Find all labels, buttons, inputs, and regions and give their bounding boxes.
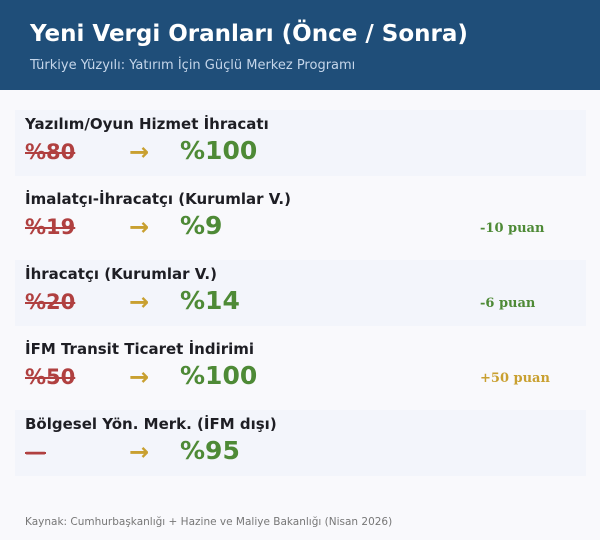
rate-row: İhracatçı (Kurumlar V.) %20 → %14 -6 pua… <box>15 260 586 326</box>
rate-row: Bölgesel Yön. Merk. (İFM dışı) — → %95 <box>15 410 586 476</box>
rate-row: Yazılım/Oyun Hizmet İhracatı %80 → %100 <box>15 110 586 176</box>
rate-row: İFM Transit Ticaret İndirimi %50 → %100 … <box>15 335 586 401</box>
change-badge: -6 puan <box>480 296 536 311</box>
new-rate: %9 <box>180 211 223 240</box>
rate-label: İmalatçı-İhracatçı (Kurumlar V.) <box>25 190 291 208</box>
rate-label: İhracatçı (Kurumlar V.) <box>25 265 217 283</box>
page-subtitle: Türkiye Yüzyılı: Yatırım İçin Güçlü Merk… <box>30 58 356 73</box>
old-rate: %80 <box>25 140 76 164</box>
new-rate: %100 <box>180 361 258 390</box>
rate-row: İmalatçı-İhracatçı (Kurumlar V.) %19 → %… <box>15 185 586 251</box>
old-rate: %50 <box>25 365 76 389</box>
arrow-right-icon: → <box>129 288 150 316</box>
page-title: Yeni Vergi Oranları (Önce / Sonra) <box>30 21 468 47</box>
rate-label: Yazılım/Oyun Hizmet İhracatı <box>25 115 269 133</box>
arrow-right-icon: → <box>129 363 150 391</box>
old-rate: — <box>25 440 46 464</box>
old-rate: %20 <box>25 290 76 314</box>
rate-label: Bölgesel Yön. Merk. (İFM dışı) <box>25 415 277 433</box>
change-badge: +50 puan <box>480 371 550 386</box>
arrow-right-icon: → <box>129 438 150 466</box>
change-badge: -10 puan <box>480 221 545 236</box>
arrow-right-icon: → <box>129 213 150 241</box>
new-rate: %14 <box>180 286 240 315</box>
old-rate: %19 <box>25 215 76 239</box>
source-footer: Kaynak: Cumhurbaşkanlığı + Hazine ve Mal… <box>25 516 393 528</box>
new-rate: %95 <box>180 436 240 465</box>
arrow-right-icon: → <box>129 138 150 166</box>
rate-label: İFM Transit Ticaret İndirimi <box>25 340 255 358</box>
new-rate: %100 <box>180 136 258 165</box>
header: Yeni Vergi Oranları (Önce / Sonra) Türki… <box>0 0 600 90</box>
